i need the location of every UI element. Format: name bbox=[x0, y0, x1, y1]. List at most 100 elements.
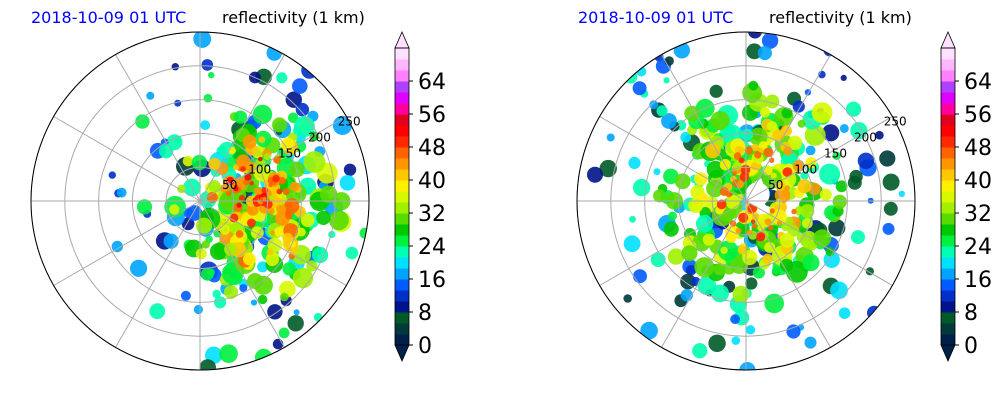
reflectivity-cell bbox=[661, 113, 677, 129]
reflectivity-cell bbox=[663, 77, 670, 84]
reflectivity-cell bbox=[224, 242, 238, 256]
colorbar-segment bbox=[941, 213, 955, 225]
reflectivity-cell bbox=[247, 273, 263, 289]
reflectivity-cell bbox=[313, 312, 323, 322]
azimuth-line bbox=[745, 200, 831, 348]
reflectivity-cell bbox=[209, 243, 227, 260]
colorbar-tick-label: 24 bbox=[964, 235, 992, 260]
reflectivity-cell bbox=[240, 166, 246, 172]
reflectivity-cell bbox=[765, 94, 780, 109]
reflectivity-cell bbox=[276, 72, 288, 84]
reflectivity-cell bbox=[767, 121, 778, 132]
colorbar-1: 0 8 16 24 32 40 48 56 64 bbox=[394, 31, 446, 362]
reflectivity-cell bbox=[265, 252, 279, 267]
reflectivity-cell bbox=[736, 180, 745, 189]
reflectivity-cell bbox=[235, 230, 244, 238]
colorbar-segment bbox=[395, 48, 409, 60]
reflectivity-cell bbox=[169, 204, 180, 215]
reflectivity-field-2 bbox=[587, 32, 915, 370]
reflectivity-cell bbox=[130, 259, 148, 277]
colorbar-segment bbox=[941, 290, 955, 302]
reflectivity-cell bbox=[732, 285, 750, 303]
reflectivity-cell bbox=[772, 129, 785, 142]
reflectivity-cell bbox=[898, 190, 905, 197]
reflectivity-cell bbox=[220, 184, 229, 193]
reflectivity-cell bbox=[244, 173, 252, 181]
colorbar-segment bbox=[395, 191, 409, 203]
reflectivity-cell bbox=[316, 210, 331, 225]
colorbar-segment bbox=[941, 125, 955, 137]
reflectivity-cell bbox=[300, 213, 315, 228]
azimuth-line bbox=[661, 54, 747, 202]
reflectivity-cell bbox=[287, 315, 304, 332]
colorbar-segment bbox=[941, 114, 955, 126]
reflectivity-cell bbox=[146, 91, 155, 100]
colorbar-tick-label: 24 bbox=[418, 235, 446, 260]
reflectivity-cell bbox=[696, 214, 714, 233]
reflectivity-cell bbox=[784, 216, 794, 226]
reflectivity-cell bbox=[272, 174, 280, 183]
reflectivity-cell bbox=[200, 267, 214, 281]
colorbar-segment bbox=[395, 301, 409, 313]
colorbar-segment bbox=[941, 268, 955, 280]
reflectivity-cell bbox=[293, 309, 300, 316]
reflectivity-cell bbox=[667, 248, 685, 265]
reflectivity-cell bbox=[208, 180, 221, 193]
reflectivity-cell bbox=[787, 135, 803, 151]
reflectivity-cell bbox=[257, 294, 268, 305]
reflectivity-cell bbox=[305, 53, 320, 68]
azimuth-line bbox=[115, 54, 201, 202]
panel-1-time-label: 2018-10-09 01 UTC bbox=[31, 8, 187, 27]
reflectivity-cell bbox=[697, 276, 717, 296]
colorbar-segment bbox=[941, 246, 955, 258]
reflectivity-cell bbox=[314, 358, 326, 370]
reflectivity-cell bbox=[751, 223, 757, 229]
reflectivity-cell bbox=[807, 241, 817, 251]
reflectivity-cell bbox=[208, 71, 215, 79]
reflectivity-cell bbox=[341, 305, 353, 316]
reflectivity-cell bbox=[250, 299, 258, 306]
reflectivity-cell bbox=[278, 327, 290, 339]
reflectivity-cell bbox=[282, 188, 290, 196]
colorbar-segment bbox=[395, 279, 409, 291]
azimuth-line bbox=[53, 116, 201, 202]
reflectivity-cell bbox=[784, 185, 790, 191]
reflectivity-cell bbox=[841, 54, 849, 62]
reflectivity-cell bbox=[822, 124, 840, 142]
reflectivity-cell bbox=[771, 209, 787, 225]
reflectivity-cell bbox=[732, 171, 737, 176]
reflectivity-cell bbox=[797, 119, 806, 128]
colorbar-tick-label: 8 bbox=[964, 301, 978, 326]
radar-boundary-1 bbox=[30, 31, 370, 371]
reflectivity-cell bbox=[783, 146, 793, 156]
reflectivity-cell bbox=[764, 218, 772, 226]
reflectivity-field-1 bbox=[108, 32, 369, 370]
azimuth-line bbox=[599, 200, 747, 286]
colorbar-frame bbox=[394, 47, 410, 346]
reflectivity-cell bbox=[768, 225, 774, 231]
colorbar-segment bbox=[395, 169, 409, 181]
reflectivity-cell bbox=[272, 338, 284, 350]
reflectivity-cell bbox=[233, 186, 239, 192]
reflectivity-cell bbox=[839, 124, 849, 133]
reflectivity-cell bbox=[664, 56, 674, 66]
colorbar-segment bbox=[395, 213, 409, 225]
colorbar-segment bbox=[395, 114, 409, 126]
reflectivity-cell bbox=[258, 136, 266, 144]
reflectivity-cell bbox=[694, 172, 708, 186]
colorbar-tick-label: 56 bbox=[418, 103, 446, 128]
reflectivity-cell bbox=[688, 198, 704, 214]
reflectivity-cell bbox=[159, 144, 174, 159]
reflectivity-cell bbox=[725, 191, 732, 198]
reflectivity-cell bbox=[710, 111, 730, 131]
reflectivity-cell bbox=[805, 145, 816, 156]
reflectivity-cell bbox=[835, 180, 848, 193]
colorbar-segment bbox=[395, 92, 409, 104]
reflectivity-cell bbox=[351, 295, 362, 306]
reflectivity-cell bbox=[879, 150, 896, 167]
reflectivity-cell bbox=[236, 154, 251, 169]
colorbar-segment bbox=[941, 334, 955, 346]
reflectivity-cell bbox=[240, 32, 251, 33]
colorbar-tick-label: 40 bbox=[964, 169, 992, 194]
reflectivity-cell bbox=[735, 227, 742, 234]
